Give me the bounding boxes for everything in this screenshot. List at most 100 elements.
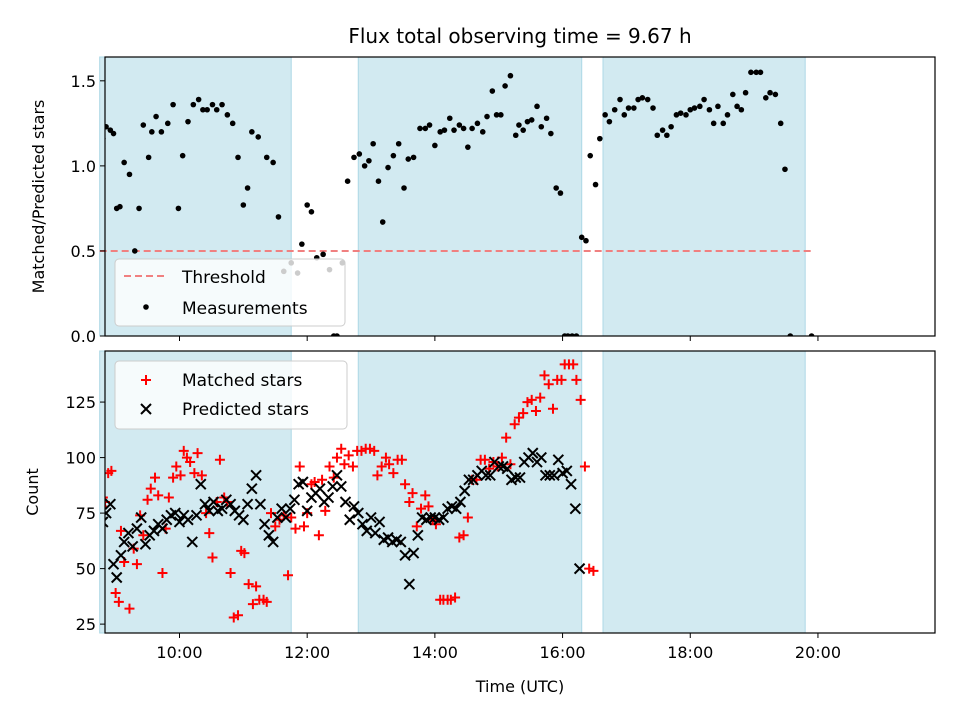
predicted-stars-point (190, 509, 203, 522)
measurement-point (650, 105, 656, 111)
measurement-point (602, 112, 608, 118)
legend-threshold-label: Threshold (181, 268, 266, 288)
bottom-y-tick-label: 125 (65, 393, 96, 412)
bottom-y-tick-label: 100 (65, 449, 96, 468)
measurement-point (691, 105, 698, 111)
measurement-point (244, 185, 251, 191)
measurement-point (308, 209, 315, 215)
matched-stars-point (175, 470, 186, 481)
legend-matched-label: Matched stars (182, 371, 302, 391)
measurement-point (361, 163, 368, 169)
matched-stars-point (178, 445, 189, 456)
x-tick-label: 12:00 (284, 643, 330, 662)
legend-predicted-swatch (140, 403, 152, 415)
predicted-stars-point (356, 518, 369, 530)
predicted-stars-point (173, 516, 186, 528)
predicted-stars-point (280, 511, 292, 524)
measurement-point (179, 152, 186, 159)
measurement-point (185, 118, 191, 125)
matched-stars-point (372, 470, 383, 481)
measurement-point (753, 69, 760, 76)
measurement-point (701, 96, 707, 103)
measurement-point (375, 178, 382, 184)
matched-stars-point (113, 596, 124, 607)
predicted-stars-point (169, 507, 181, 519)
matched-stars-point (556, 374, 567, 385)
measurement-point (356, 151, 363, 157)
measurement-point (299, 241, 305, 247)
measurement-point (528, 117, 535, 123)
matched-stars-point (247, 599, 258, 610)
matched-stars-point (575, 394, 586, 405)
predicted-stars-point (463, 474, 475, 486)
predicted-stars-point (105, 498, 117, 510)
measurement-point (498, 112, 504, 118)
matched-stars-point (313, 530, 324, 541)
measurement-point (465, 144, 471, 150)
measurement-point (110, 130, 117, 137)
matched-stars-point (189, 468, 200, 479)
measurement-point (808, 333, 815, 336)
predicted-stars-point (548, 469, 560, 482)
matched-stars-point (462, 512, 473, 523)
predicted-stars-point (241, 498, 254, 510)
matched-stars-point (294, 461, 305, 472)
matched-stars-point (388, 468, 399, 479)
x-tick-label: 18:00 (667, 643, 713, 662)
measurement-point (422, 125, 429, 132)
predicted-stars-point (339, 496, 352, 508)
matched-stars-point (192, 448, 203, 459)
matched-stars-point (571, 374, 582, 385)
predicted-stars-point (412, 529, 424, 542)
matched-stars-point (298, 521, 309, 532)
measurement-point (426, 122, 433, 128)
measurement-point (410, 154, 417, 161)
measurement-point (270, 159, 276, 166)
matched-stars-point (283, 570, 294, 581)
measurement-point (385, 164, 391, 171)
matched-stars-point (233, 610, 244, 621)
matched-stars-point (110, 588, 121, 599)
bottom-y-tick-label: 25 (76, 615, 96, 634)
x-tick-label: 14:00 (412, 643, 458, 662)
predicted-stars-point (288, 494, 301, 506)
matched-stars-point (324, 461, 335, 472)
measurement-point (275, 214, 282, 220)
measurement-point (730, 91, 736, 98)
matched-stars-point (384, 459, 395, 470)
matched-stars-point (568, 359, 579, 370)
predicted-stars-point (395, 536, 407, 548)
measurement-point (213, 106, 220, 113)
matched-stars-point (207, 552, 218, 563)
measurement-point (635, 96, 641, 103)
predicted-stars-point (250, 469, 262, 482)
matched-stars-point (309, 477, 320, 488)
measurement-point (474, 120, 481, 127)
measurement-point (583, 237, 589, 244)
matched-stars-point (124, 603, 135, 614)
measurement-point (565, 333, 571, 336)
measurement-point (782, 166, 788, 173)
top-y-axis-label: Matched/Predicted stars (29, 100, 48, 294)
measurement-point (673, 112, 680, 118)
top-y-tick-label: 0.0 (71, 327, 96, 346)
measurement-point (479, 129, 486, 135)
matched-stars-point (163, 492, 174, 503)
predicted-stars-point (561, 465, 573, 477)
predicted-stars-point (207, 496, 220, 508)
matched-stars-point (423, 501, 434, 512)
x-tick-label: 16:00 (540, 643, 586, 662)
legend-predicted-label: Predicted stars (182, 400, 309, 420)
matched-stars-point (526, 394, 537, 405)
measurement-point (446, 115, 453, 122)
measurement-point (170, 101, 176, 108)
predicted-stars-point (224, 498, 237, 510)
matched-stars-point (286, 512, 297, 523)
matched-stars-point (225, 568, 236, 579)
matched-stars-point (105, 496, 108, 499)
predicted-stars-point (335, 480, 347, 493)
predicted-stars-point (314, 482, 326, 495)
measurement-point (606, 118, 613, 125)
measurement-point (538, 123, 545, 130)
